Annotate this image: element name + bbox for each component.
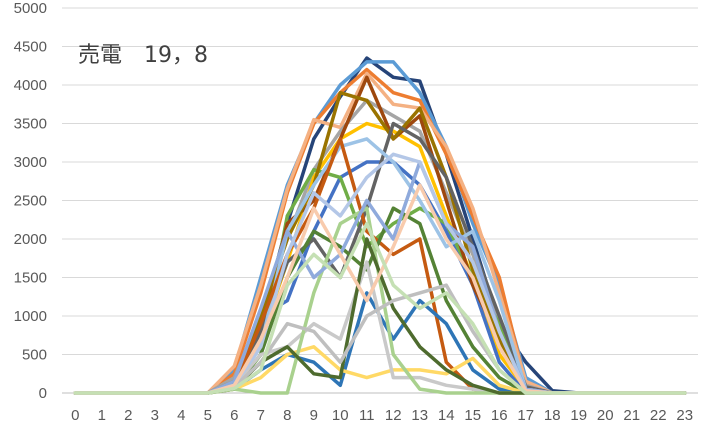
x-tick-label: 7 bbox=[257, 407, 265, 424]
x-tick-label: 0 bbox=[71, 407, 79, 424]
series-line-24 bbox=[73, 221, 687, 395]
x-tick-label: 12 bbox=[385, 407, 402, 424]
y-axis-tick-labels: 0 500 1000 1500 2000 2500 3000 3500 4000 4500 5000 bbox=[14, 0, 47, 402]
series-line-16 bbox=[73, 345, 687, 395]
series-line-22 bbox=[73, 283, 687, 395]
x-tick-label: 3 bbox=[151, 407, 159, 424]
y-tick-label: 3500 bbox=[14, 116, 47, 133]
x-tick-label: 18 bbox=[544, 407, 561, 424]
x-tick-label: 21 bbox=[623, 407, 640, 424]
x-tick-label: 23 bbox=[676, 407, 693, 424]
x-axis-tick-labels: 0 1 2 3 4 5 6 7 8 9 10 11 12 13 14 15 16 17 18 19 20 21 22 23 bbox=[71, 407, 693, 424]
y-tick-label: 5000 bbox=[14, 0, 47, 17]
x-tick-label: 10 bbox=[332, 407, 349, 424]
y-tick-label: 4500 bbox=[14, 39, 47, 56]
x-tick-label: 6 bbox=[230, 407, 238, 424]
y-tick-label: 1000 bbox=[14, 308, 47, 325]
x-tick-label: 4 bbox=[177, 407, 185, 424]
x-tick-label: 8 bbox=[283, 407, 291, 424]
x-tick-label: 9 bbox=[310, 407, 318, 424]
x-tick-label: 13 bbox=[411, 407, 428, 424]
x-tick-label: 16 bbox=[491, 407, 508, 424]
x-tick-label: 19 bbox=[570, 407, 587, 424]
y-tick-label: 500 bbox=[22, 347, 47, 364]
y-tick-label: 4000 bbox=[14, 77, 47, 94]
x-tick-label: 2 bbox=[124, 407, 132, 424]
y-tick-label: 2500 bbox=[14, 193, 47, 210]
x-tick-label: 14 bbox=[438, 407, 455, 424]
x-tick-label: 17 bbox=[517, 407, 534, 424]
y-tick-label: 3000 bbox=[14, 154, 47, 171]
x-tick-label: 11 bbox=[359, 407, 375, 424]
y-tick-label: 0 bbox=[39, 385, 47, 402]
series-line-5 bbox=[73, 98, 687, 395]
x-tick-label: 20 bbox=[597, 407, 614, 424]
x-tick-label: 1 bbox=[98, 407, 106, 424]
x-tick-label: 15 bbox=[464, 407, 481, 424]
y-tick-label: 1500 bbox=[14, 270, 47, 287]
y-tick-label: 2000 bbox=[14, 231, 47, 248]
series-line-14 bbox=[73, 206, 687, 395]
chart-title: 売電 19，8 bbox=[78, 43, 208, 68]
x-tick-label: 5 bbox=[204, 407, 212, 424]
series-lines bbox=[73, 56, 687, 395]
x-tick-label: 22 bbox=[650, 407, 667, 424]
